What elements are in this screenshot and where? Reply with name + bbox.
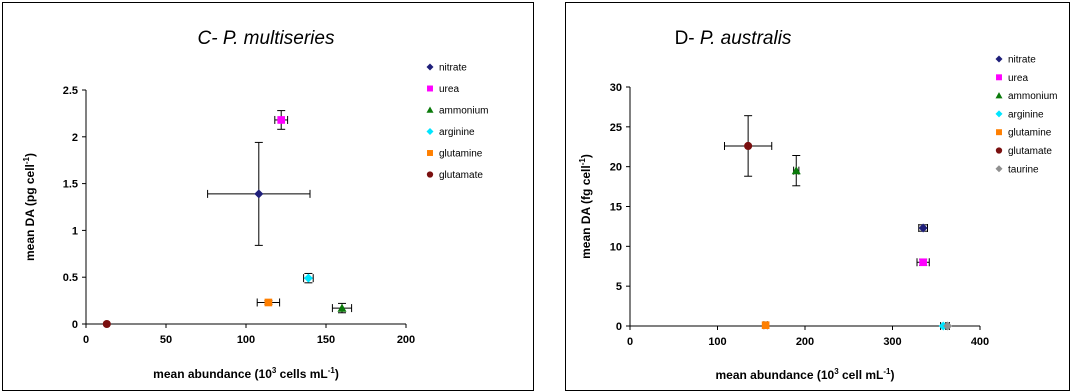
y-tick-label: 30	[610, 82, 622, 94]
legend-label-arginine: arginine	[1008, 109, 1044, 120]
legend-marker-glutamine	[427, 150, 433, 156]
x-tick-label: 0	[83, 334, 89, 346]
data-point-urea	[277, 116, 286, 124]
data-point-nitrate	[918, 223, 928, 233]
legend-marker-ammonium	[995, 92, 1003, 99]
legend-label-glutamate: glutamate	[439, 170, 483, 181]
x-tick-label: 100	[237, 334, 255, 346]
x-tick-label: 300	[883, 336, 901, 348]
x-axis-label: mean abundance (103 cells mL-1)	[153, 366, 339, 381]
legend-label-arginine: arginine	[439, 127, 475, 138]
legend-marker-urea	[996, 74, 1002, 81]
legend-marker-nitrate	[426, 63, 434, 71]
chart-title: C- P. multiseries	[198, 28, 335, 49]
panel-frame	[565, 2, 1070, 391]
y-tick-label: 1.5	[63, 179, 78, 191]
legend-label-nitrate: nitrate	[439, 63, 467, 74]
data-point-glutamate	[744, 141, 753, 151]
y-axis-label: mean DA (pg cell-1)	[22, 153, 37, 261]
data-point-urea	[919, 258, 927, 267]
data-point-glutamine	[761, 321, 770, 330]
legend-marker-arginine	[995, 110, 1003, 118]
data-point-glutamate	[102, 319, 111, 329]
data-point-ammonium	[791, 166, 801, 175]
x-tick-label: 50	[160, 334, 172, 346]
y-tick-label: 2	[72, 132, 78, 144]
y-tick-label: 1	[72, 225, 78, 237]
legend-label-urea: urea	[1008, 73, 1028, 84]
y-tick-label: 5	[616, 281, 622, 293]
y-tick-label: 25	[610, 122, 622, 134]
legend-label-ammonium: ammonium	[1008, 91, 1057, 102]
legend-marker-nitrate	[995, 55, 1003, 63]
x-tick-label: 0	[627, 336, 633, 348]
legend-label-taurine: taurine	[1008, 164, 1039, 175]
chart-title: D- P. australis	[675, 28, 792, 49]
y-axis-label: mean DA (fg cell-1)	[578, 154, 593, 259]
y-tick-label: 0	[616, 321, 622, 333]
x-tick-label: 200	[397, 334, 415, 346]
data-point-ammonium	[337, 303, 347, 312]
chart-panel-0: C- P. multiseries 0 0.5 1 1.5 2 2.5 0 50 100 150 20…	[2, 2, 534, 391]
legend-marker-urea	[427, 85, 433, 92]
legend-label-glutamine: glutamine	[1008, 128, 1052, 139]
legend-marker-glutamate	[426, 171, 434, 178]
y-tick-label: 15	[610, 202, 622, 214]
legend-label-urea: urea	[439, 84, 459, 95]
panel-frame	[2, 2, 534, 391]
legend-marker-ammonium	[426, 106, 434, 113]
x-tick-label: 100	[708, 336, 726, 348]
x-tick-label: 200	[796, 336, 814, 348]
x-axis-label: mean abundance (103 cell mL-1)	[716, 367, 895, 382]
y-tick-label: 20	[610, 162, 622, 174]
chart-title-species: P. multiseries	[223, 28, 335, 49]
x-tick-label: 400	[971, 336, 989, 348]
legend-label-glutamine: glutamine	[439, 149, 483, 160]
chart-title-species: P. australis	[700, 28, 792, 49]
y-tick-label: 0	[72, 319, 78, 331]
legend-marker-arginine	[426, 128, 434, 135]
y-tick-label: 10	[610, 241, 622, 253]
data-point-taurine	[943, 321, 953, 331]
chart-title-prefix: D-	[675, 28, 700, 49]
data-point-arginine	[303, 273, 313, 283]
data-point-glutamine	[264, 298, 273, 307]
legend-marker-glutamine	[996, 129, 1002, 136]
data-point-nitrate	[254, 189, 264, 199]
x-tick-label: 150	[317, 334, 335, 346]
legend-marker-glutamate	[995, 147, 1003, 154]
chart-title-prefix: C-	[198, 28, 223, 49]
legend-label-glutamate: glutamate	[1008, 146, 1052, 157]
legend-marker-taurine	[995, 165, 1003, 173]
legend-label-ammonium: ammonium	[439, 106, 488, 117]
y-tick-label: 0.5	[63, 272, 78, 284]
legend-label-nitrate: nitrate	[1008, 55, 1036, 66]
y-tick-label: 2.5	[63, 85, 78, 97]
